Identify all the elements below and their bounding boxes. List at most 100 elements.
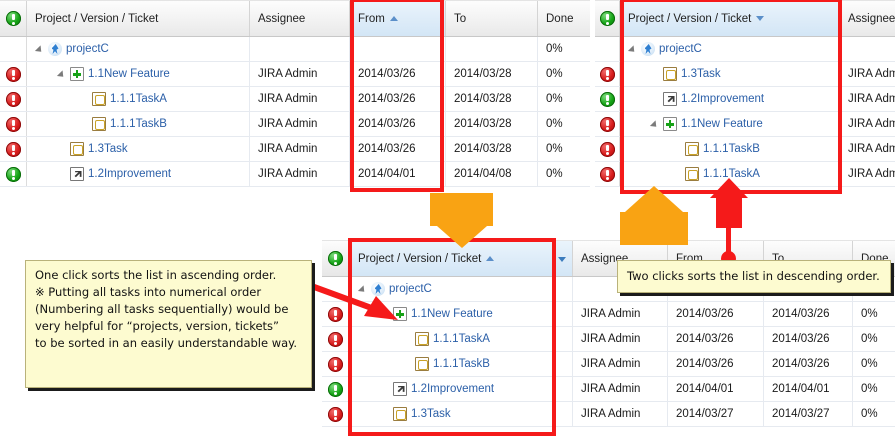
header-assignee-label: Assignee xyxy=(258,12,306,25)
tree-item-label[interactable]: projectC xyxy=(389,283,432,295)
header-assignee[interactable]: Assignee xyxy=(573,241,668,276)
cell-status xyxy=(0,37,27,61)
table-row[interactable]: 1.3Task JIRA Admin 2014/03/27 2014/03/27 0% xyxy=(322,402,895,427)
red-status-bullet-icon xyxy=(599,116,615,132)
tree-item-label[interactable]: 1.1.1TaskA xyxy=(110,93,167,105)
tree-expander-triangle-icon[interactable] xyxy=(59,70,68,79)
cell-from: 2014/03/26 xyxy=(350,62,446,86)
project-rocket-icon xyxy=(641,42,655,56)
header-status[interactable] xyxy=(0,1,27,36)
tree-item-label[interactable]: 1.1New Feature xyxy=(88,68,170,80)
header-to[interactable]: To xyxy=(446,1,538,36)
tree-item-label[interactable]: 1.1.1TaskA xyxy=(703,168,760,180)
cell-assignee xyxy=(840,37,895,61)
tree-item-label[interactable]: 1.1New Feature xyxy=(411,308,493,320)
table-row[interactable]: 1.2Improvement JIRA Admin 2014/04/01 2014/0… xyxy=(0,162,590,187)
header-done[interactable]: Done xyxy=(538,1,590,36)
tree-item-label[interactable]: 1.1New Feature xyxy=(681,118,763,130)
tree-item-label[interactable]: projectC xyxy=(66,43,109,55)
tree-item-label[interactable]: 1.3Task xyxy=(411,408,451,420)
task-check-icon xyxy=(415,332,429,346)
cell-assignee: JIRA Admin xyxy=(250,112,350,136)
cell-to: 2014/03/26 xyxy=(764,352,853,376)
table-top-right[interactable]: Project / Version / Ticket Assignee proj… xyxy=(595,0,895,198)
cell-tree[interactable]: 1.1.1TaskB xyxy=(620,137,840,161)
cell-tree[interactable]: projectC xyxy=(350,277,573,301)
cell-tree[interactable]: 1.1.1TaskA xyxy=(27,87,250,111)
green-status-bullet-icon xyxy=(5,166,21,182)
cell-to xyxy=(446,37,538,61)
table-row[interactable]: 1.1.1TaskA JIRA Admin 2014/03/26 2014/03/26… xyxy=(322,327,895,352)
table-row[interactable]: 1.1New Feature JIRA Adm xyxy=(595,112,895,137)
table-row[interactable]: 1.3Task JIRA Adm xyxy=(595,62,895,87)
header-tree-label: Project / Version / Ticket xyxy=(35,12,159,25)
orange-up-arrow-head xyxy=(625,186,683,212)
table-row[interactable]: 1.1New Feature JIRA Admin 2014/03/26 2014/0… xyxy=(0,62,590,87)
cell-tree[interactable]: 1.3Task xyxy=(620,62,840,86)
cell-tree[interactable]: 1.2Improvement xyxy=(27,162,250,186)
table-header-top-left: Project / Version / Ticket Assignee From… xyxy=(0,0,590,37)
header-assignee[interactable]: Assignee xyxy=(250,1,350,36)
table-top-left[interactable]: Project / Version / Ticket Assignee From… xyxy=(0,0,590,198)
tree-item-label[interactable]: 1.1.1TaskB xyxy=(433,358,490,370)
cell-assignee: JIRA Admin xyxy=(573,302,668,326)
red-status-bullet-icon xyxy=(328,306,343,322)
cell-assignee: JIRA Admin xyxy=(250,62,350,86)
cell-assignee: JIRA Adm xyxy=(848,68,895,80)
tree-item-label[interactable]: 1.1.1TaskB xyxy=(703,143,760,155)
table-row[interactable]: 1.3Task JIRA Admin 2014/03/26 2014/03/28 0% xyxy=(0,137,590,162)
table-row[interactable]: 1.1New Feature JIRA Admin 2014/03/26 2014/0… xyxy=(322,302,895,327)
column-menu-chevron-down-icon[interactable] xyxy=(558,256,566,262)
cell-tree[interactable]: 1.3Task xyxy=(350,402,573,426)
cell-assignee: JIRA Admin xyxy=(573,352,668,376)
header-status[interactable] xyxy=(595,1,620,36)
cell-status xyxy=(595,62,620,86)
cell-from: 2014/03/27 xyxy=(668,402,764,426)
cell-tree[interactable]: projectC xyxy=(620,37,840,61)
cell-tree[interactable]: 1.3Task xyxy=(27,137,250,161)
cell-tree[interactable]: 1.2Improvement xyxy=(350,377,573,401)
cell-tree[interactable]: 1.1New Feature xyxy=(27,62,250,86)
table-row[interactable]: 1.1.1TaskB JIRA Admin 2014/03/26 2014/03/28… xyxy=(0,112,590,137)
header-tree[interactable]: Project / Version / Ticket xyxy=(27,1,250,36)
table-row[interactable]: 1.1.1TaskA JIRA Admin 2014/03/26 2014/03/28… xyxy=(0,87,590,112)
cell-tree[interactable]: 1.1New Feature xyxy=(350,302,573,326)
cell-to: 2014/03/26 xyxy=(764,327,853,351)
tree-item-label[interactable]: 1.3Task xyxy=(88,143,128,155)
cell-tree[interactable]: 1.1.1TaskB xyxy=(27,112,250,136)
tree-item-label[interactable]: 1.1.1TaskB xyxy=(110,118,167,130)
table-row[interactable]: projectC xyxy=(595,37,895,62)
tree-item-label[interactable]: 1.3Task xyxy=(681,68,721,80)
cell-tree[interactable]: 1.1.1TaskA xyxy=(620,162,840,186)
table-row[interactable]: projectC 0% xyxy=(0,37,590,62)
header-done-label: Done xyxy=(546,12,574,25)
cell-to: 2014/03/28 xyxy=(446,62,538,86)
tree-item-label[interactable]: projectC xyxy=(659,43,702,55)
highlight-rect-top-right-tree-column xyxy=(620,0,842,194)
cell-done: 0% xyxy=(546,118,563,130)
tree-item-label[interactable]: 1.2Improvement xyxy=(411,383,495,395)
red-status-bullet-icon xyxy=(328,331,343,347)
tree-expander-triangle-icon[interactable] xyxy=(37,45,46,54)
cell-tree[interactable]: 1.1.1TaskA xyxy=(350,327,573,351)
cell-tree[interactable]: projectC xyxy=(27,37,250,61)
table-row[interactable]: 1.2Improvement JIRA Admin 2014/04/01 2014/0… xyxy=(322,377,895,402)
cell-tree[interactable]: 1.1.1TaskB xyxy=(350,352,573,376)
project-rocket-icon xyxy=(371,282,385,296)
tree-item-label[interactable]: 1.2Improvement xyxy=(88,168,172,180)
header-from-label: From xyxy=(358,12,385,25)
callout-line: very helpful for “projects, version, tic… xyxy=(35,319,279,333)
header-from[interactable]: From xyxy=(350,1,446,36)
tree-item-label[interactable]: 1.2Improvement xyxy=(681,93,765,105)
green-status-bullet-icon xyxy=(599,91,615,107)
tree-item-label[interactable]: 1.1.1TaskA xyxy=(433,333,490,345)
red-status-bullet-icon xyxy=(5,116,21,132)
header-tree-label: Project / Version / Ticket xyxy=(358,252,482,265)
table-row[interactable]: 1.1.1TaskB JIRA Admin 2014/03/26 2014/03/26… xyxy=(322,352,895,377)
table-row[interactable]: 1.2Improvement JIRA Adm xyxy=(595,87,895,112)
improvement-arrow-icon xyxy=(663,92,677,106)
header-tree[interactable]: Project / Version / Ticket xyxy=(620,1,840,36)
cell-done: 0% xyxy=(861,383,878,395)
header-assignee[interactable]: Assignee xyxy=(840,1,895,36)
table-row[interactable]: 1.1.1TaskB JIRA Adm xyxy=(595,137,895,162)
